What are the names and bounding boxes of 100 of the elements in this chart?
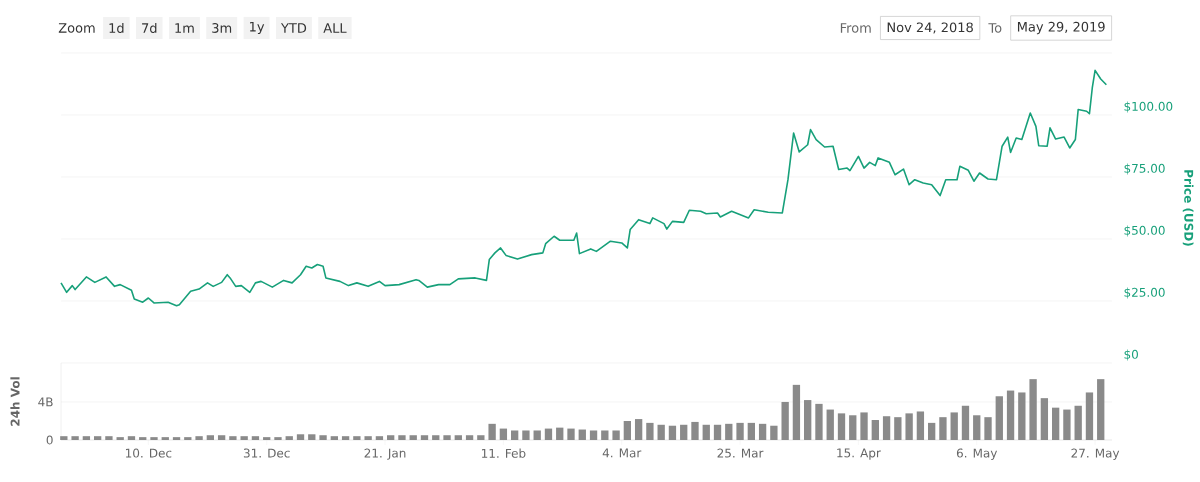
bar <box>1063 409 1071 440</box>
text: Nov 24, 2018 <box>887 22 973 34</box>
bar <box>894 417 902 440</box>
bar <box>747 422 755 440</box>
bar <box>150 437 158 440</box>
bar <box>217 435 226 440</box>
x-tick-label: 25. Mar <box>717 448 764 458</box>
y-tick-label: $100.00 <box>1124 101 1173 113</box>
bar <box>263 437 271 440</box>
y-tick-label: $0 <box>1124 349 1138 361</box>
bar <box>680 424 688 440</box>
bar <box>510 430 519 440</box>
y-tick-label: $75.00 <box>1124 163 1165 175</box>
bar <box>127 436 136 440</box>
y-tick-label: 0 <box>46 435 53 445</box>
bar <box>668 425 677 440</box>
bar <box>71 436 79 440</box>
bar <box>488 423 496 440</box>
bar <box>815 403 823 440</box>
bar <box>702 424 710 440</box>
bar <box>871 420 879 440</box>
bar <box>251 436 260 440</box>
bar <box>206 435 215 440</box>
bar <box>657 424 665 440</box>
bar <box>961 405 970 440</box>
bar <box>973 415 981 440</box>
bar <box>826 409 834 440</box>
bar <box>409 435 417 440</box>
bar <box>420 435 429 440</box>
bar <box>1085 392 1094 440</box>
bar <box>623 420 632 440</box>
bar <box>1074 405 1082 440</box>
y-tick-label: $25.00 <box>1124 287 1165 299</box>
bar <box>60 436 68 440</box>
bar <box>465 435 474 440</box>
bar <box>308 434 316 440</box>
bar <box>601 430 609 440</box>
bar <box>1051 407 1060 440</box>
bar <box>646 422 654 440</box>
bar <box>1097 379 1105 440</box>
text: From <box>840 23 871 33</box>
bar <box>522 430 530 440</box>
bar <box>364 436 372 440</box>
text: May 29, 2019 <box>1017 21 1105 35</box>
bar <box>713 424 722 440</box>
bar <box>172 437 181 440</box>
text: 1d <box>109 22 124 34</box>
bar <box>781 401 789 440</box>
bar <box>634 419 643 440</box>
y-tick-label: $50.00 <box>1124 225 1165 237</box>
text: 1y <box>250 21 265 35</box>
bar <box>229 436 237 440</box>
bar <box>905 413 913 440</box>
bar <box>454 435 462 440</box>
x-tick-label: 15. Apr <box>837 448 881 460</box>
x-tick-label: 6. May <box>956 448 998 460</box>
bar <box>387 435 395 440</box>
bar <box>139 437 147 440</box>
bar <box>849 415 857 440</box>
bar <box>375 436 384 440</box>
bar <box>533 430 541 440</box>
bar <box>995 396 1003 440</box>
bar <box>1018 392 1026 440</box>
bar <box>556 427 564 440</box>
bar <box>770 425 778 440</box>
x-tick-label: 4. Mar <box>602 448 642 458</box>
bar <box>916 411 925 440</box>
x-tick-label: 10. Dec <box>125 448 172 458</box>
bar <box>82 436 91 440</box>
bar <box>1029 379 1037 440</box>
text: 3m <box>212 23 232 33</box>
bar <box>578 429 586 440</box>
text: 7d <box>142 22 157 34</box>
bar <box>612 430 620 440</box>
bar <box>353 436 361 440</box>
bar <box>195 436 203 440</box>
bar <box>296 434 305 440</box>
bar <box>105 436 113 440</box>
bar <box>939 417 947 440</box>
bar <box>860 412 868 440</box>
y-axis-title: 24h Vol <box>10 377 20 426</box>
bar <box>1006 390 1015 440</box>
text: YTD <box>280 23 307 33</box>
bar <box>443 435 451 440</box>
text: 1m <box>175 23 194 33</box>
bar <box>736 422 744 440</box>
bar <box>93 436 102 440</box>
bar <box>928 422 936 440</box>
text: ALL <box>323 23 347 33</box>
bar <box>567 428 575 440</box>
bar <box>792 384 801 440</box>
text: Zoom <box>58 23 95 33</box>
bar <box>544 428 553 440</box>
x-tick-label: 11. Feb <box>481 448 526 458</box>
bar <box>984 417 992 440</box>
bar <box>691 421 699 440</box>
bar <box>499 428 508 440</box>
bar <box>432 435 440 440</box>
bar <box>274 437 282 440</box>
bar <box>882 416 891 440</box>
